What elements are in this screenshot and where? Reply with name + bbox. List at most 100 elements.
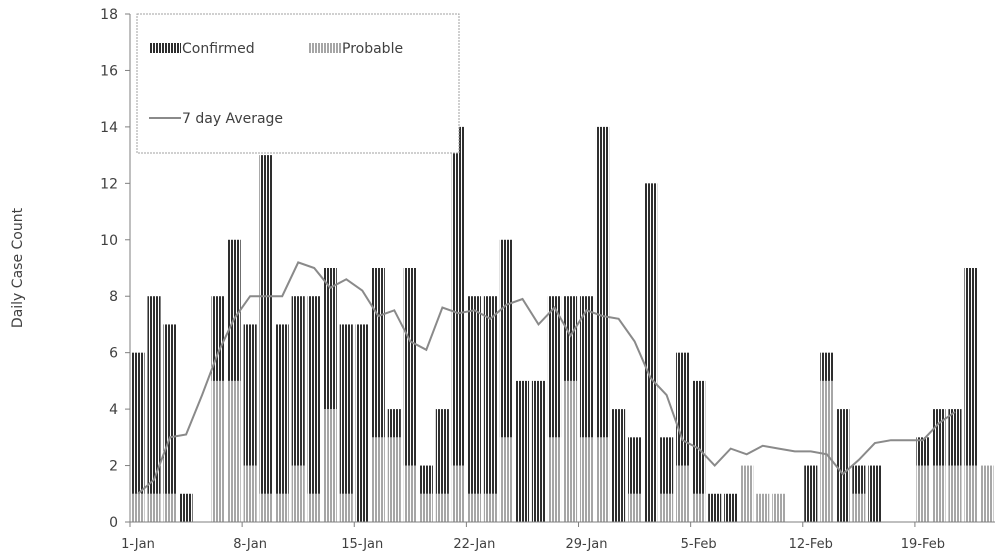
seven-day-average-line (137, 261, 956, 495)
bar-probable-day-7 (227, 380, 241, 522)
legend-swatch-probable (309, 43, 341, 53)
bar-confirmed-day-38 (724, 493, 738, 522)
bar-probable-day-3 (163, 493, 177, 522)
bar-confirmed-day-46 (852, 465, 866, 494)
bar-probable-day-8 (243, 465, 257, 522)
bar-confirmed-day-22 (467, 296, 481, 494)
bar-confirmed-day-34 (660, 437, 674, 494)
legend-box (136, 13, 460, 154)
bar-probable-day-12 (307, 493, 321, 522)
bar-probable-day-51 (932, 465, 946, 522)
bar-confirmed-day-10 (275, 324, 289, 494)
x-tick-label: 22-Jan (453, 537, 495, 552)
bar-confirmed-day-26 (531, 380, 546, 522)
bar-probable-day-53 (964, 465, 978, 522)
bar-probable-day-10 (275, 493, 289, 522)
bar-confirmed-day-7 (227, 239, 241, 381)
bar-confirmed-day-21 (451, 126, 465, 466)
y-tick-label: 14 (100, 120, 118, 136)
bar-confirmed-day-53 (964, 268, 978, 466)
bar-confirmed-day-51 (932, 409, 946, 466)
y-tick-label: 4 (109, 402, 118, 418)
bar-probable-day-52 (948, 465, 962, 522)
bar-confirmed-day-17 (387, 409, 401, 438)
bar-confirmed-day-6 (211, 296, 225, 381)
bar-confirmed-day-16 (371, 268, 385, 438)
bar-probable-day-36 (692, 493, 706, 522)
bar-confirmed-day-2 (147, 296, 161, 494)
bar-probable-day-50 (916, 465, 930, 522)
bar-confirmed-day-31 (611, 409, 626, 522)
bar-confirmed-day-43 (804, 465, 818, 522)
bar-probable-day-16 (371, 437, 385, 522)
y-ticks: 0 2 4 6 8 10 12 14 16 18 (100, 7, 130, 531)
bar-confirmed-day-47 (868, 465, 882, 522)
legend-label-average: 7 day Average (182, 111, 283, 127)
average-line-layer (137, 261, 956, 495)
bar-probable-day-1 (131, 493, 145, 522)
y-tick-label: 16 (100, 63, 118, 79)
y-tick-label: 8 (109, 289, 118, 305)
bar-confirmed-day-50 (916, 437, 930, 466)
bar-probable-day-40 (756, 493, 770, 522)
x-tick-label: 29-Jan (566, 537, 608, 552)
bar-probable-day-46 (852, 493, 866, 522)
x-tick-label: 8-Jan (233, 537, 267, 552)
bar-probable-day-23 (483, 493, 497, 522)
bar-confirmed-day-20 (435, 409, 449, 494)
bar-confirmed-day-44 (820, 352, 834, 381)
bar-confirmed-day-15 (355, 324, 369, 522)
bar-confirmed-day-35 (676, 352, 690, 466)
bar-probable-day-34 (660, 493, 674, 522)
bar-confirmed-day-32 (628, 437, 642, 494)
bar-confirmed-day-30 (595, 126, 610, 438)
bar-confirmed-day-8 (243, 324, 257, 466)
bar-confirmed-day-14 (339, 324, 353, 494)
y-tick-label: 2 (109, 459, 118, 475)
bar-confirmed-day-3 (163, 324, 177, 494)
bar-probable-day-54 (980, 465, 994, 522)
bar-probable-day-39 (740, 465, 754, 522)
x-ticks: 1-Jan 8-Jan 15-Jan 22-Jan 29-Jan 5-Feb 12-Feb 1… (121, 522, 945, 552)
bar-confirmed-day-29 (579, 296, 594, 438)
x-tick-label: 12-Feb (789, 537, 833, 552)
y-tick-label: 10 (100, 233, 118, 249)
bar-probable-day-19 (419, 493, 433, 522)
bar-confirmed-day-45 (836, 409, 850, 522)
bar-probable-day-14 (339, 493, 353, 522)
bar-probable-day-35 (676, 465, 690, 522)
bar-probable-day-6 (211, 380, 225, 522)
bar-confirmed-day-52 (948, 409, 962, 466)
bar-probable-day-9 (259, 493, 273, 522)
bar-confirmed-day-25 (515, 380, 530, 522)
bar-probable-day-29 (579, 437, 594, 522)
bar-confirmed-day-24 (499, 239, 514, 438)
bar-confirmed-day-33 (644, 183, 658, 523)
x-tick-label: 5-Feb (681, 537, 717, 552)
y-tick-label: 0 (109, 515, 118, 531)
bar-probable-day-44 (820, 380, 834, 522)
bar-confirmed-day-1 (131, 352, 145, 494)
y-axis-label: Daily Case Count (10, 207, 26, 328)
legend-swatch-confirmed (149, 43, 181, 53)
bar-confirmed-day-9 (259, 155, 273, 494)
bar-confirmed-day-12 (307, 296, 321, 494)
bar-probable-day-41 (772, 493, 786, 522)
bar-confirmed-day-23 (483, 296, 497, 494)
bar-probable-day-13 (323, 409, 337, 522)
legend-label-confirmed: Confirmed (182, 41, 255, 57)
bar-confirmed-day-27 (547, 296, 562, 438)
bar-probable-day-32 (628, 493, 642, 522)
bar-probable-day-11 (291, 465, 305, 522)
bar-probable-day-20 (435, 493, 449, 522)
bar-probable-day-21 (451, 465, 465, 522)
y-tick-label: 6 (109, 346, 118, 362)
bar-confirmed-day-28 (563, 296, 578, 381)
bar-confirmed-day-18 (403, 268, 417, 466)
bar-confirmed-day-11 (291, 296, 305, 466)
bar-probable-day-22 (467, 493, 481, 522)
bars-layer (131, 126, 994, 523)
bar-confirmed-day-13 (323, 268, 337, 410)
bar-probable-day-30 (595, 437, 610, 522)
